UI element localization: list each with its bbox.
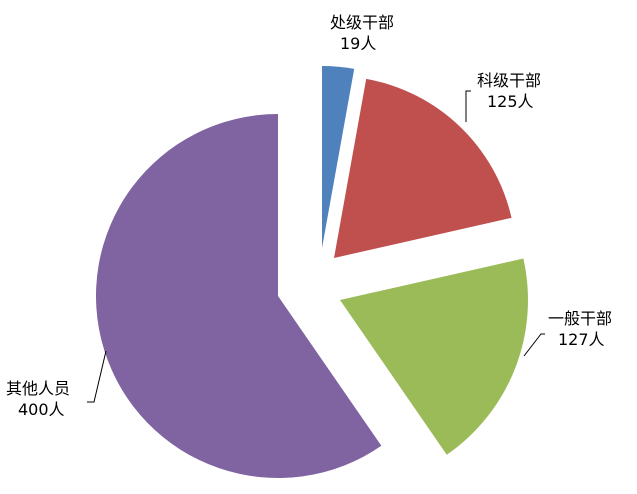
slice-category-label: 处级干部 (330, 13, 394, 32)
leader-line (523, 333, 545, 357)
pie-slice (334, 78, 512, 259)
leader-line (465, 90, 471, 122)
slice-data-label: 一般干部 127人 (548, 309, 612, 349)
pie-slice (95, 113, 382, 478)
slice-value-label: 19人 (340, 34, 376, 53)
slice-category-label: 科级干部 (477, 71, 541, 90)
pie-slice (322, 66, 355, 248)
slice-category-label: 一般干部 (548, 309, 612, 328)
slice-category-label: 其他人员 (6, 379, 70, 398)
slice-value-label: 400人 (18, 400, 65, 419)
leader-line (87, 350, 107, 403)
slice-value-label: 125人 (487, 92, 534, 111)
slice-data-label: 处级干部 19人 (330, 13, 394, 53)
pie-slice (340, 258, 529, 455)
slice-data-label: 其他人员 400人 (6, 379, 70, 419)
slice-data-label: 科级干部 125人 (477, 71, 541, 111)
slice-value-label: 127人 (558, 330, 605, 349)
pie-slices (95, 66, 529, 478)
